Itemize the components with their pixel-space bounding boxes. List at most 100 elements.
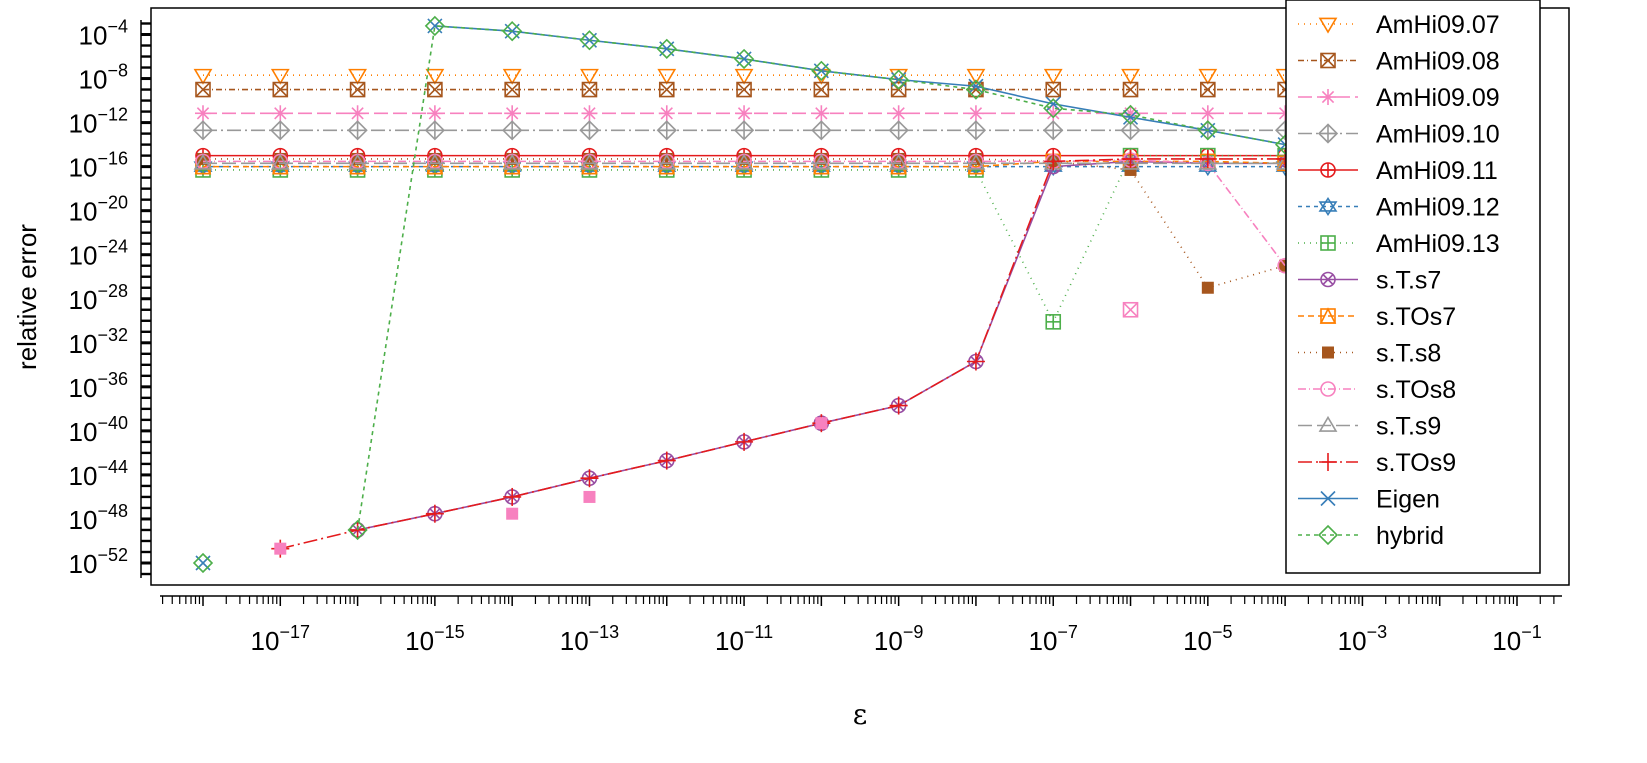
point-s-t-s9-shape [1198,153,1218,170]
point-s-tos8-shape [583,490,596,503]
point-amhi09-08 [581,81,598,98]
point-hybrid-shape [733,48,755,70]
point-amhi09-08-shape [349,81,366,98]
point-s-t-s9 [734,153,754,170]
point-amhi09-09 [890,105,907,122]
legend-swatch-marker-shape [1318,415,1338,432]
point-amhi09-10 [192,120,214,141]
point-hybrid [811,60,832,81]
legend-label: Eigen [1376,486,1440,514]
legend-swatch-marker [1320,235,1336,251]
point-amhi09-08-stroke [1200,81,1216,98]
point-amhi09-07-shape [1121,68,1140,85]
point-amhi09-10 [424,120,446,141]
legend-swatch-marker [1317,524,1339,546]
legend-swatch-marker [1320,52,1336,69]
legend-label: s.TOs9 [1376,449,1456,477]
legend-label: AmHi09.10 [1376,121,1500,149]
legend-item-amhi09-10: AmHi09.10 [1298,121,1500,149]
legend-item-s-t-s9: s.T.s9 [1298,413,1441,441]
point-amhi09-07 [580,68,599,85]
point-hybrid [733,48,755,70]
point-s-tos9 [580,469,599,488]
x-tick-label: 10−5 [1183,622,1232,656]
point-amhi09-07 [657,68,677,85]
point-amhi09-08 [504,81,520,98]
point-amhi09-08-shape [1122,81,1139,98]
point-amhi09-07 [1121,68,1140,85]
x-axis-label: ε [853,698,868,731]
legend-swatch-marker [1320,381,1336,397]
point-amhi09-09-stroke [969,107,983,120]
point-s-tos8-stroke [1122,302,1139,318]
x-tick-label: 10−3 [1338,622,1387,656]
point-s-t-s9 [1198,153,1218,170]
legend-swatch-marker [1318,17,1338,34]
point-amhi09-07-shape [1043,68,1063,85]
point-amhi09-08-shape [195,81,211,98]
point-amhi09-10 [502,120,523,141]
y-tick-label: 10−48 [69,501,128,535]
point-amhi09-08-shape [581,81,598,98]
point-amhi09-08-shape [504,81,520,98]
point-s-t-s9 [270,153,290,170]
point-amhi09-09-stroke [351,107,364,120]
point-amhi09-08-stroke [350,81,366,98]
legend-item-eigen: Eigen [1298,486,1440,514]
point-s-t-s9 [193,153,213,170]
legend-item-amhi09-09: AmHi09.09 [1298,84,1500,112]
legend-item-hybrid: hybrid [1298,522,1444,550]
legend-label: AmHi09.11 [1376,157,1498,185]
point-s-tos8 [1122,301,1139,318]
point-amhi09-07 [1043,68,1063,85]
point-s-t-s9 [425,153,445,170]
legend-label: s.T.s8 [1376,340,1441,368]
point-amhi09-10 [579,120,600,141]
point-amhi09-09 [581,105,598,122]
point-s-t-s9-shape [1121,153,1140,170]
point-amhi09-09-stroke [274,107,287,120]
point-hybrid-shape [811,60,832,81]
point-amhi09-07-shape [193,68,213,85]
y-tick-label: 10−44 [69,457,128,491]
point-amhi09-08 [1045,81,1062,98]
point-s-tos8 [506,507,519,520]
x-tick-label: 10−1 [1492,622,1541,656]
point-s-t-s9 [811,153,831,170]
point-eigen-stroke [1045,96,1061,112]
y-tick-label: 10−4 [79,17,128,51]
legend-item-s-tos9: s.TOs9 [1298,449,1456,477]
point-hybrid-shape [1197,120,1218,141]
x-tick-label: 10−15 [405,622,464,656]
plot-frame [150,7,1570,586]
legend-label: s.TOs7 [1376,303,1456,331]
legend-swatch-marker [1320,162,1336,178]
point-s-t-s9-shape [425,153,445,170]
point-amhi09-08-shape [968,81,984,98]
legend-swatch-marker-stroke [1320,490,1336,507]
point-amhi09-08-shape [1045,81,1062,98]
point-amhi09-10 [888,120,909,141]
point-s-t-s9-shape [580,153,599,170]
point-s-t-s9-shape [348,153,367,170]
point-hybrid-shape [888,69,909,90]
y-axis-label: relative error [12,224,42,370]
legend-label: AmHi09.12 [1376,194,1500,222]
point-amhi09-07-shape [734,68,754,85]
point-s-t-s9 [657,153,677,170]
legend-swatch-marker [1318,197,1338,216]
point-s-t-s9 [966,153,986,170]
point-amhi09-09-stroke [892,107,905,120]
legend-label: AmHi09.08 [1376,48,1500,76]
point-amhi09-07 [425,68,445,85]
legend-label: s.T.s9 [1376,413,1441,441]
point-amhi09-08 [349,81,366,98]
point-amhi09-09 [736,105,753,122]
point-amhi09-08 [272,81,289,98]
point-amhi09-08-shape [658,81,675,98]
legend-label: AmHi09.13 [1376,230,1500,258]
point-s-t-s8 [1201,281,1214,294]
point-amhi09-08-stroke [1122,81,1139,98]
legend-swatch-marker [1317,123,1339,144]
legend-item-amhi09-08: AmHi09.08 [1298,48,1500,76]
